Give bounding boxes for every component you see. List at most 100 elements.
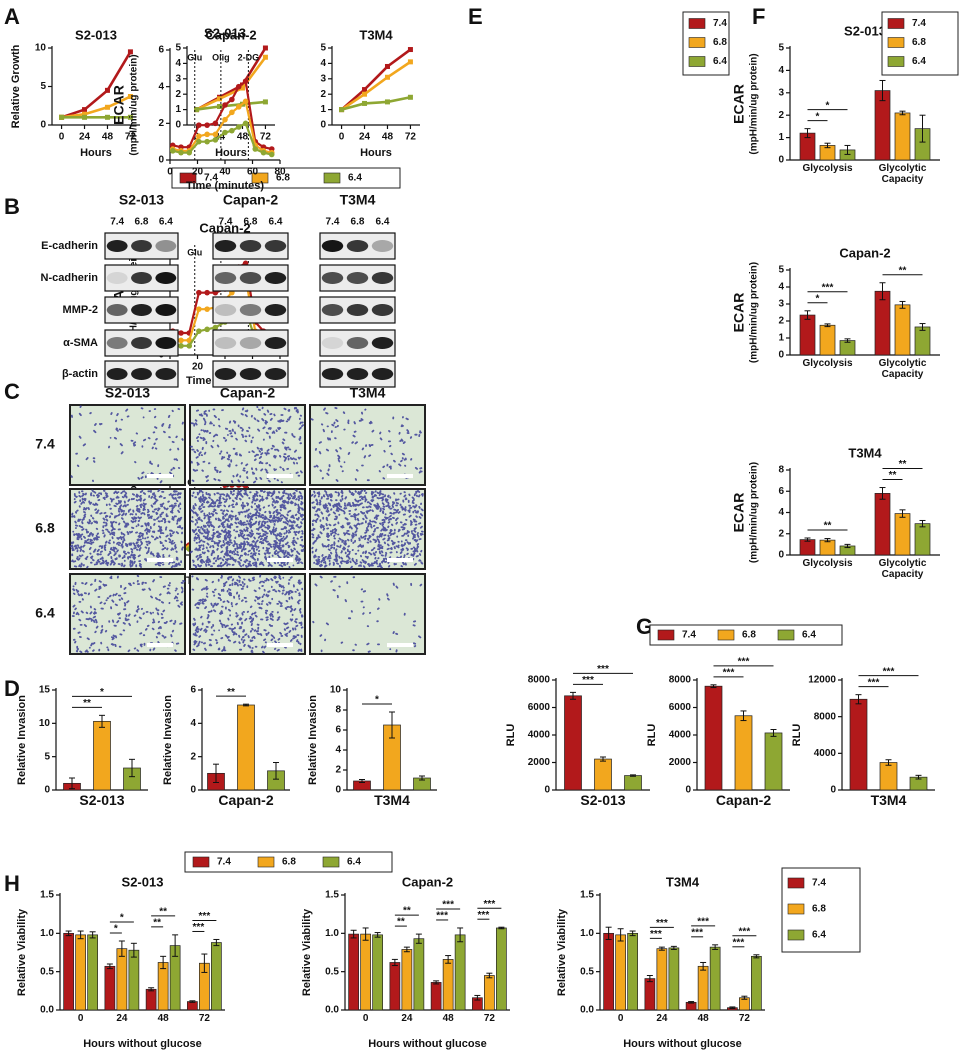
legend-swatch [717, 629, 735, 641]
x-tick-label: Glycolytic Capacity [878, 558, 927, 580]
y-tick-label: 1.0 [580, 928, 594, 939]
error-bar [741, 995, 748, 1000]
x-tick-label: 0 [362, 1013, 369, 1024]
significance-label: * [375, 695, 379, 706]
error-bar [712, 944, 719, 950]
bar [63, 932, 74, 1011]
significance-label: *** [582, 675, 594, 686]
point [212, 324, 219, 331]
x-tick-label-box: Glycolysis [802, 163, 852, 174]
x-tick-label-box: T3M4 [870, 793, 907, 808]
legend-label: 6.4 [713, 56, 727, 67]
significance-label: ** [153, 918, 161, 929]
y-tick-label: 12000 [808, 675, 836, 686]
y-tick-label: 10 [39, 718, 51, 729]
y-tick-label: 10 [35, 43, 47, 54]
x-tick-label: T3M4 [870, 793, 907, 808]
lane-label: 6.8 [351, 217, 365, 228]
y-tick-label: 1.5 [40, 890, 54, 901]
y-tick-label: 3 [320, 73, 326, 84]
bar [442, 959, 454, 1011]
error-bar [646, 975, 653, 983]
y-tick-label: 4 [778, 507, 784, 518]
chart-title: S2-013 [844, 23, 886, 38]
y-tick-label: 6 [335, 725, 341, 736]
bar [348, 933, 359, 1011]
significance-label: *** [868, 677, 880, 688]
x-tick-label-box: S2-013 [580, 793, 625, 808]
bar [389, 962, 401, 1011]
x-tick-label: T3M4 [374, 793, 410, 808]
x-tick-label-box: 0 [78, 1013, 84, 1024]
error-bar [899, 300, 906, 309]
significance-label: * [114, 924, 118, 935]
error-bar [570, 691, 576, 700]
point [212, 131, 219, 138]
legend-label: 6.4 [912, 56, 926, 67]
injection-label: Olig [212, 52, 230, 62]
y-tick-label: 4000 [814, 748, 837, 759]
error-bar [498, 926, 505, 930]
x-tick-label-box: Glycolytic Capacity [879, 163, 927, 185]
blot-band [371, 368, 394, 380]
significance-label: * [826, 100, 830, 111]
x-tick-label: 20 [192, 362, 204, 373]
point [239, 85, 245, 91]
blot-band [214, 304, 237, 316]
bar [627, 932, 638, 1011]
blot-band [264, 240, 287, 252]
error-bar [710, 684, 717, 689]
y-tick-label: 5 [175, 43, 181, 54]
bar [656, 948, 668, 1011]
y-axis-title: RLU [646, 724, 658, 747]
x-tick-label-box: 72 [738, 1013, 750, 1024]
x-axis-title: Hours without glucose [83, 1038, 202, 1050]
y-tick-label: 6000 [528, 702, 551, 713]
y-axis-unit: (mpH/min/ug protein) [749, 262, 760, 363]
y-tick-label: 4 [175, 58, 181, 69]
x-tick-label: 48 [237, 132, 249, 143]
series-line [61, 51, 132, 119]
bar [104, 965, 116, 1011]
bar [564, 695, 582, 791]
x-tick-label-box: 48 [443, 1013, 454, 1024]
x-axis-title: Hours without glucose [368, 1038, 487, 1050]
bar [360, 933, 371, 1011]
x-tick-label-box: Glycolysis [802, 558, 852, 569]
x-tick-label: 72 [738, 1013, 750, 1024]
y-axis-unit: (mpH/min/ug protein) [749, 462, 760, 563]
protein-label: β-actin [62, 368, 98, 380]
y-tick-label: 2 [778, 528, 784, 539]
y-tick-label: 0.5 [40, 966, 54, 977]
y-tick-label: 6 [158, 45, 164, 56]
error-bar [77, 930, 84, 940]
x-tick-label-box: 72 [199, 1013, 210, 1024]
series-line [340, 48, 412, 111]
series-line [196, 100, 266, 111]
y-tick-label: 2 [158, 118, 164, 129]
y-axis-title: Relative Invasion [16, 695, 28, 785]
chart-title: Capan-2 [839, 245, 890, 260]
blot-band [106, 304, 128, 316]
x-tick-label-box: Glycolytic Capacity [878, 558, 927, 580]
micrograph-row-label: 7.4 [35, 436, 55, 452]
error-bar [824, 142, 831, 149]
point [82, 111, 88, 117]
panel-label: E [468, 4, 483, 29]
error-bar [172, 934, 179, 957]
bar [413, 938, 425, 1011]
significance-label: ** [403, 906, 411, 917]
significance-label: *** [597, 664, 609, 675]
error-bar [189, 1000, 196, 1003]
error-bar [600, 756, 606, 762]
blot-band [106, 240, 128, 252]
legend-swatch [787, 929, 805, 941]
error-bar [844, 543, 851, 549]
error-bar [65, 930, 72, 937]
legend-label: 6.8 [742, 630, 756, 641]
blot-band [264, 368, 287, 380]
bar [594, 758, 612, 791]
x-tick-label: 48 [382, 132, 394, 143]
significance-label: *** [691, 927, 703, 938]
legend-box [184, 851, 393, 873]
